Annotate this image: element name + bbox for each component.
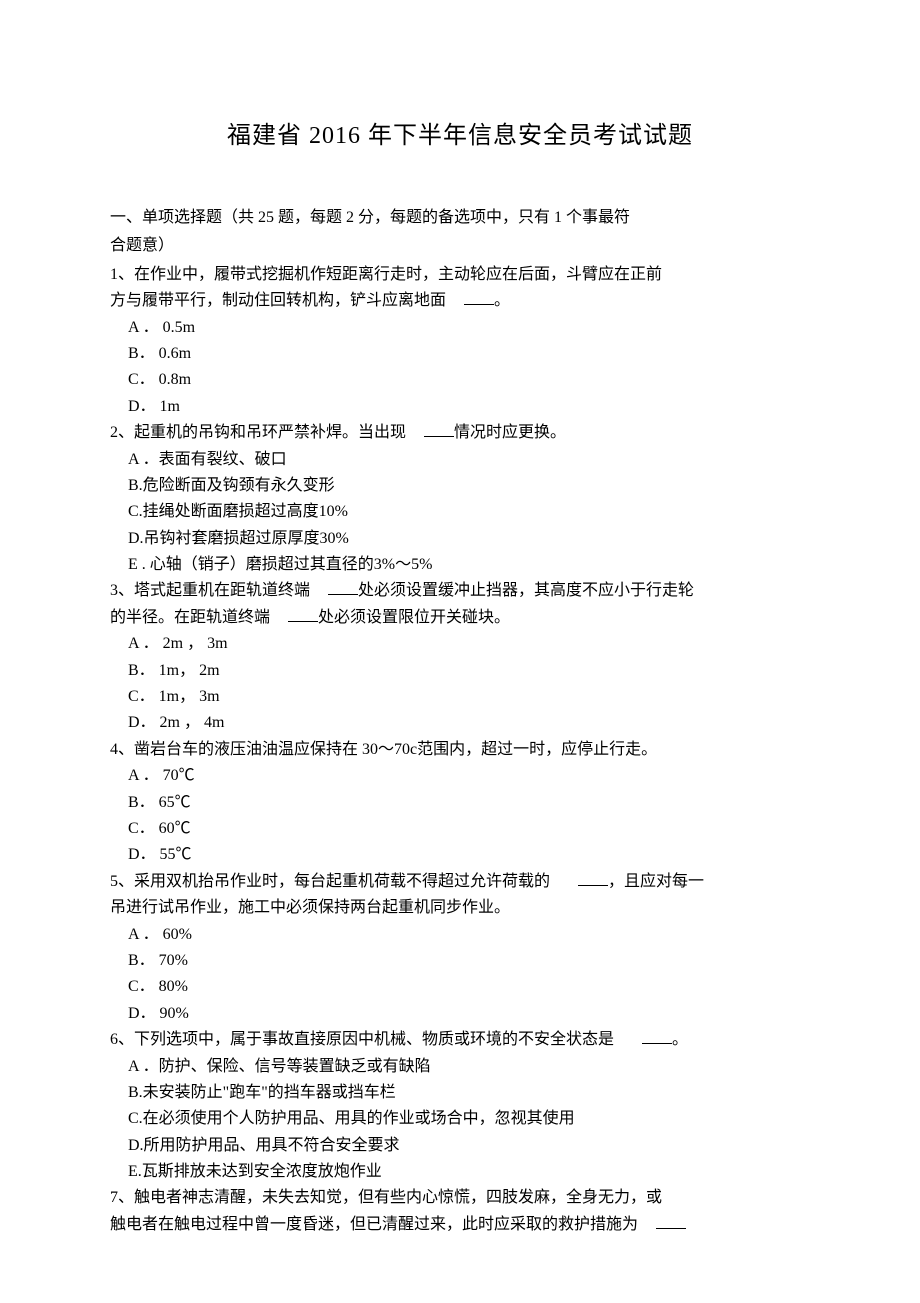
q5-option-d: D． 90% <box>110 1001 810 1027</box>
q2-option-e: E . 心轴（销子）磨损超过其直径的3%〜5% <box>110 552 810 578</box>
q6-option-b: B.未安装防止"跑车"的挡车器或挡车栏 <box>110 1080 810 1106</box>
q4-option-c: C． 60℃ <box>110 816 810 842</box>
q1-option-a: A ． 0.5m <box>110 315 810 341</box>
q6-line1: 6、下列选项中，属于事故直接原因中机械、物质或环境的不安全状态是 。 <box>110 1027 810 1053</box>
q5-line1-a: 5、采用双机抬吊作业时，每台起重机荷载不得超过允许荷载的 <box>110 873 550 890</box>
q5-line2: 吊进行试吊作业，施工中必须保持两台起重机同步作业。 <box>110 895 810 921</box>
q2-option-c: C.挂绳处断面磨损超过高度10% <box>110 499 810 525</box>
q2-line1: 2、起重机的吊钩和吊环严禁补焊。当出现 情况时应更换。 <box>110 420 810 446</box>
q7-line2-text: 触电者在触电过程中曾一度昏迷，但已清醒过来，此时应采取的救护措施为 <box>110 1216 638 1233</box>
q2-option-d: D.吊钩衬套磨损超过原厚度30% <box>110 526 810 552</box>
q3-line2-b: 处必须设置限位开关碰块。 <box>318 609 510 626</box>
q3-option-b: B． 1m， 2m <box>110 658 810 684</box>
q1-blank <box>464 304 494 305</box>
q6-line1-a: 6、下列选项中，属于事故直接原因中机械、物质或环境的不安全状态是 <box>110 1031 614 1048</box>
section-intro-line2: 合题意） <box>110 233 810 259</box>
q1-line1: 1、在作业中，履带式挖掘机作短距离行走时，主动轮应在后面，斗臂应在正前 <box>110 262 810 288</box>
q3-line1-b: 处必须设置缓冲止挡器，其高度不应小于行走轮 <box>358 582 694 599</box>
q4-option-b: B． 65℃ <box>110 790 810 816</box>
q1-line2-b: 。 <box>494 292 510 309</box>
q4-option-d: D． 55℃ <box>110 842 810 868</box>
q2-line1-b: 情况时应更换。 <box>454 424 566 441</box>
q3-blank1 <box>328 594 358 595</box>
q3-line1: 3、塔式起重机在距轨道终端 处必须设置缓冲止挡器，其高度不应小于行走轮 <box>110 578 810 604</box>
q5-blank <box>578 885 608 886</box>
q7-line1: 7、触电者神志清醒，未失去知觉，但有些内心惊慌，四肢发麻，全身无力，或 <box>110 1185 810 1211</box>
q2-option-b: B.危险断面及钩颈有永久变形 <box>110 473 810 499</box>
q7-line2: 触电者在触电过程中曾一度昏迷，但已清醒过来，此时应采取的救护措施为 <box>110 1212 810 1238</box>
q3-option-c: C． 1m， 3m <box>110 684 810 710</box>
q6-line1-b: 。 <box>672 1031 688 1048</box>
q1-option-b: B． 0.6m <box>110 341 810 367</box>
q6-option-a: A ．防护、保险、信号等装置缺乏或有缺陷 <box>110 1054 810 1080</box>
q5-line1-b: ，且应对每一 <box>608 873 704 890</box>
page-title: 福建省 2016 年下半年信息安全员考试试题 <box>110 115 810 150</box>
q4-line1: 4、凿岩台车的液压油油温应保持在 30〜70c范围内，超过一时，应停止行走。 <box>110 737 810 763</box>
section-intro-line1: 一、单项选择题（共 25 题，每题 2 分，每题的备选项中，只有 1 个事最符 <box>110 205 810 231</box>
q6-option-e: E.瓦斯排放未达到安全浓度放炮作业 <box>110 1159 810 1185</box>
q3-blank2 <box>288 621 318 622</box>
q3-line2: 的半径。在距轨道终端 处必须设置限位开关碰块。 <box>110 605 810 631</box>
q1-option-c: C． 0.8m <box>110 367 810 393</box>
q3-option-d: D． 2m ， 4m <box>110 710 810 736</box>
q6-option-d: D.所用防护用品、用具不符合安全要求 <box>110 1133 810 1159</box>
q5-option-b: B． 70% <box>110 948 810 974</box>
q2-line1-a: 2、起重机的吊钩和吊环严禁补焊。当出现 <box>110 424 406 441</box>
q5-line1: 5、采用双机抬吊作业时，每台起重机荷载不得超过允许荷载的 ，且应对每一 <box>110 869 810 895</box>
q5-option-c: C． 80% <box>110 974 810 1000</box>
q3-line1-a: 3、塔式起重机在距轨道终端 <box>110 582 310 599</box>
q7-blank <box>656 1228 686 1229</box>
q1-line2: 方与履带平行，制动住回转机构，铲斗应离地面 。 <box>110 288 810 314</box>
q4-option-a: A ． 70℃ <box>110 763 810 789</box>
q2-blank <box>424 436 454 437</box>
q6-option-c: C.在必须使用个人防护用品、用具的作业或场合中，忽视其使用 <box>110 1106 810 1132</box>
q2-option-a: A ．表面有裂纹、破口 <box>110 447 810 473</box>
q3-line2-a: 的半径。在距轨道终端 <box>110 609 270 626</box>
q1-option-d: D． 1m <box>110 394 810 420</box>
q6-blank <box>642 1043 672 1044</box>
q5-option-a: A ． 60% <box>110 922 810 948</box>
q3-option-a: A ． 2m ， 3m <box>110 631 810 657</box>
q1-line2-a: 方与履带平行，制动住回转机构，铲斗应离地面 <box>110 292 446 309</box>
